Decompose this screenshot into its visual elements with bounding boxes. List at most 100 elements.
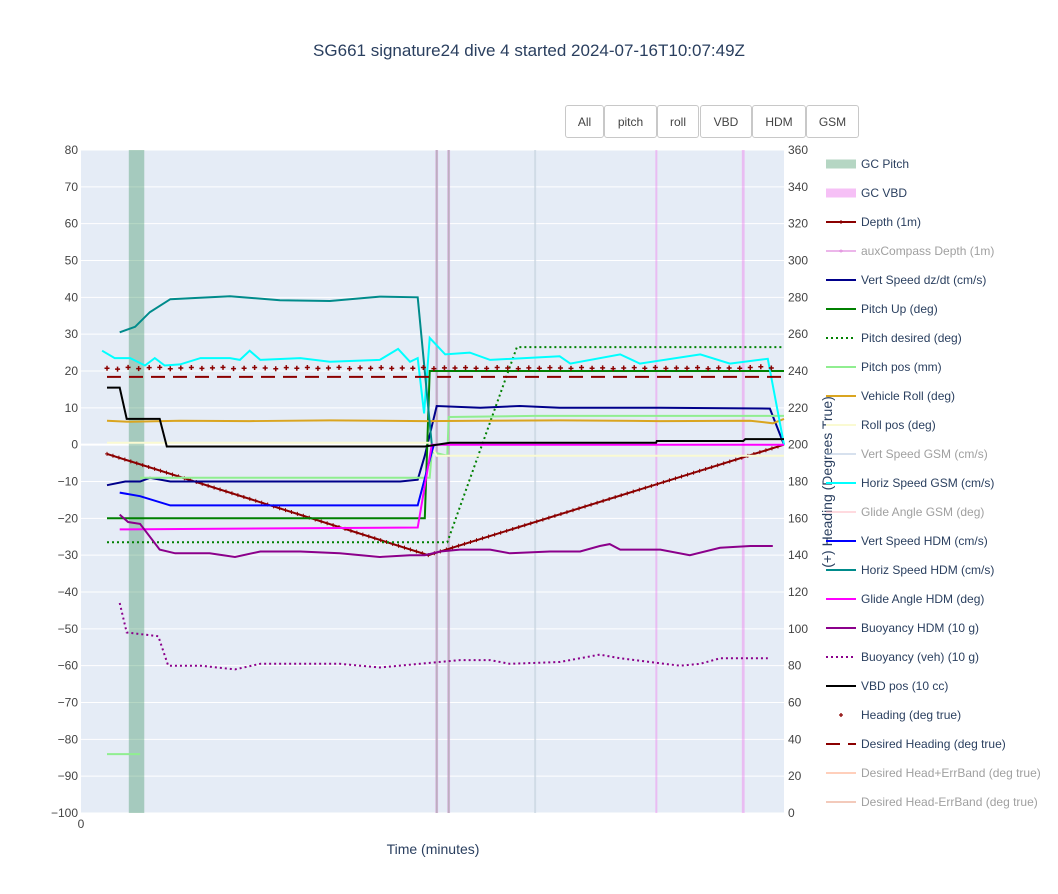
marker-heading-deg-true — [357, 365, 363, 371]
legend-item-auxcompass-depth-1m[interactable]: auxCompass Depth (1m) — [826, 244, 994, 258]
legend-item-vert-speed-dz-dt-cm-s[interactable]: Vert Speed dz/dt (cm/s) — [826, 273, 986, 287]
legend-item-roll-pos-deg[interactable]: Roll pos (deg) — [826, 418, 936, 432]
legend-item-horiz-speed-gsm-cm-s[interactable]: Horiz Speed GSM (cm/s) — [826, 476, 994, 490]
marker-depth-1m — [625, 491, 630, 496]
marker-depth-1m — [259, 500, 264, 505]
legend-item-depth-1m[interactable]: Depth (1m) — [826, 215, 921, 229]
marker-depth-1m — [733, 457, 738, 462]
marker-depth-1m — [637, 487, 642, 492]
marker-depth-1m — [589, 502, 594, 507]
legend-item-desired-heading-deg-true[interactable]: Desired Heading (deg true) — [826, 737, 1006, 751]
marker-heading-deg-true — [547, 365, 553, 371]
marker-depth-1m — [277, 506, 282, 511]
marker-depth-1m — [253, 498, 258, 503]
marker-heading-deg-true — [220, 364, 226, 370]
marker-depth-1m — [224, 489, 228, 494]
y-tick-label: −20 — [58, 511, 79, 525]
legend-item-gc-pitch[interactable]: GC Pitch — [826, 157, 909, 171]
marker-depth-1m — [116, 455, 121, 460]
marker-depth-1m — [402, 545, 407, 550]
legend-item-pitch-pos-mm[interactable]: Pitch pos (mm) — [826, 360, 942, 374]
marker-depth-1m — [613, 495, 618, 500]
marker-depth-1m — [212, 485, 217, 490]
legend-label: auxCompass Depth (1m) — [861, 244, 994, 258]
marker-depth-1m — [105, 451, 110, 456]
marker-heading-deg-true — [705, 366, 711, 372]
legend-item-desired-head-errband-deg-true[interactable]: Desired Head-ErrBand (deg true) — [826, 795, 1038, 809]
button-roll[interactable]: roll — [657, 105, 699, 138]
legend-marker — [839, 220, 843, 224]
marker-heading-deg-true — [726, 365, 732, 371]
marker-depth-1m — [516, 525, 521, 530]
marker-depth-1m — [366, 534, 371, 539]
y2-tick-label: 180 — [788, 475, 808, 489]
series-vert-speed-hdm-cm-s — [119, 444, 435, 507]
legend-item-buoyancy-veh-10-g[interactable]: Buoyancy (veh) (10 g) — [826, 650, 979, 664]
marker-depth-1m — [673, 476, 678, 481]
legend-item-vehicle-roll-deg[interactable]: Vehicle Roll (deg) — [826, 389, 955, 403]
marker-heading-deg-true — [315, 365, 321, 371]
marker-heading-deg-true — [579, 365, 585, 371]
y2-tick-label: 260 — [788, 327, 808, 341]
y-tick-label: −90 — [58, 769, 79, 783]
marker-depth-1m — [595, 500, 600, 505]
marker-heading-deg-true — [494, 365, 500, 371]
series-vbd-pos-10-cc — [107, 386, 784, 448]
legend-marker — [839, 249, 843, 253]
legend-item-horiz-speed-hdm-cm-s[interactable]: Horiz Speed HDM (cm/s) — [826, 563, 994, 577]
marker-heading-deg-true — [515, 366, 521, 372]
series-glide-angle-hdm-deg — [119, 443, 784, 531]
marker-heading-deg-true — [463, 365, 469, 371]
legend-item-pitch-up-deg[interactable]: Pitch Up (deg) — [826, 302, 938, 316]
legend-item-vert-speed-hdm-cm-s[interactable]: Vert Speed HDM (cm/s) — [826, 534, 988, 548]
marker-depth-1m — [241, 495, 246, 500]
legend-item-vbd-pos-10-cc[interactable]: VBD pos (10 cc) — [826, 679, 948, 693]
button-all[interactable]: All — [565, 105, 604, 138]
legend-item-buoyancy-hdm-10-g[interactable]: Buoyancy HDM (10 g) — [826, 621, 979, 635]
marker-heading-deg-true — [747, 365, 753, 371]
legend-item-pitch-desired-deg[interactable]: Pitch desired (deg) — [826, 331, 962, 345]
marker-depth-1m — [498, 530, 503, 535]
legend-label: GC VBD — [861, 186, 907, 200]
marker-heading-deg-true — [663, 365, 669, 371]
legend-item-gc-vbd[interactable]: GC VBD — [826, 186, 907, 200]
legend-item-vert-speed-gsm-cm-s[interactable]: Vert Speed GSM (cm/s) — [826, 447, 988, 461]
legend-label: GC Pitch — [861, 157, 909, 171]
legend-label: Pitch pos (mm) — [861, 360, 942, 374]
marker-heading-deg-true — [642, 365, 648, 371]
legend-item-glide-angle-hdm-deg[interactable]: Glide Angle HDM (deg) — [826, 592, 984, 606]
marker-depth-1m — [200, 481, 205, 486]
legend-label: VBD pos (10 cc) — [861, 679, 948, 693]
y-tick-label: 20 — [65, 364, 79, 378]
y-tick-label: −40 — [58, 585, 79, 599]
marker-heading-deg-true — [673, 365, 679, 371]
marker-heading-deg-true — [452, 365, 458, 371]
marker-heading-deg-true — [325, 365, 331, 371]
legend-item-glide-angle-gsm-deg[interactable]: Glide Angle GSM (deg) — [826, 505, 984, 519]
button-vbd[interactable]: VBD — [700, 105, 752, 138]
marker-depth-1m — [763, 448, 768, 453]
legend-symbol — [839, 713, 843, 717]
marker-depth-1m — [283, 508, 288, 513]
marker-depth-1m — [655, 481, 660, 486]
marker-heading-deg-true — [146, 365, 152, 371]
legend-label: Depth (1m) — [861, 215, 921, 229]
legend-item-heading-deg-true[interactable]: Heading (deg true) — [839, 708, 961, 722]
marker-depth-1m — [727, 459, 732, 464]
marker-depth-1m — [140, 463, 145, 468]
band-gc-vbd — [655, 150, 658, 813]
marker-heading-deg-true — [484, 365, 490, 371]
button-gsm[interactable]: GSM — [806, 105, 859, 138]
button-pitch[interactable]: pitch — [604, 105, 657, 138]
y2-tick-label: 240 — [788, 364, 808, 378]
marker-depth-1m — [450, 545, 455, 550]
marker-depth-1m — [667, 478, 672, 483]
y-tick-label: −100 — [51, 806, 78, 820]
marker-heading-deg-true — [557, 365, 563, 371]
marker-depth-1m — [462, 541, 467, 546]
legend-item-desired-head-errband-deg-true[interactable]: Desired Head+ErrBand (deg true) — [826, 766, 1041, 780]
legend-label: Desired Heading (deg true) — [861, 737, 1006, 751]
marker-depth-1m — [170, 472, 175, 477]
button-hdm[interactable]: HDM — [752, 105, 806, 138]
marker-depth-1m — [247, 496, 252, 501]
